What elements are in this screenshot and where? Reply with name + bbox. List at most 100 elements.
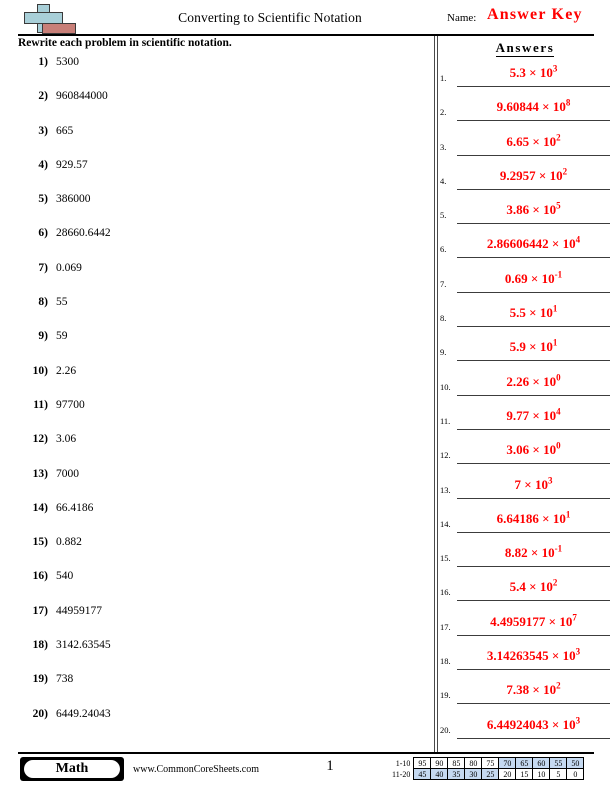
problem-number: 12) [32, 433, 48, 446]
problem-value: 2.26 [56, 364, 77, 377]
answer-row: 13. 7 × 103 [438, 473, 612, 507]
grading-scale-cell: 55 [549, 757, 568, 769]
problem-value: 6449.24043 [56, 707, 111, 720]
grading-scale-grid: 1-10 95 90 85 80 75 70 65 60 55 50 11-20 45 40 35 30 25 2… [392, 757, 585, 780]
answer-write-line [457, 463, 610, 465]
answer-row: 9. 5.9 × 101 [438, 335, 612, 369]
answer-value: 5.3 × 103 [457, 64, 610, 81]
answer-write-line [457, 600, 610, 602]
plus-block-logo-icon [18, 4, 78, 34]
problem-value: 66.4186 [56, 501, 94, 514]
problem-number: 20) [32, 707, 48, 720]
problem-value: 5300 [56, 56, 79, 68]
problem-number: 16) [32, 570, 48, 583]
answer-number: 3. [440, 141, 447, 152]
answer-base: 10 [543, 373, 557, 389]
problem-number: 9) [38, 330, 48, 343]
answer-exponent: 3 [575, 646, 581, 657]
grading-scale-row-label: 1-10 [395, 758, 411, 768]
page-header: Converting to Scientific Notation Name: … [0, 0, 612, 36]
grading-scale-cell: 20 [498, 768, 517, 780]
answer-mantissa: 5.5 [509, 305, 526, 321]
answer-write-line [457, 86, 610, 87]
answer-row: 14. 6.64186 × 101 [438, 507, 612, 541]
answer-write-line [457, 703, 610, 705]
answer-write-line [457, 428, 610, 430]
grading-scale-cell: 10 [532, 768, 551, 780]
answer-exponent: 0 [556, 372, 561, 383]
problem-row: 20) 6449.24043 [18, 708, 418, 742]
answer-number: 12. [440, 450, 451, 461]
grading-scale-cell: 65 [515, 757, 534, 769]
problem-row: 16) 540 [18, 570, 418, 604]
answer-row: 8. 5.5 × 101 [438, 301, 612, 335]
grading-scale-cell: 75 [481, 757, 500, 769]
answer-write-line [457, 291, 610, 293]
divider-line-right [437, 36, 438, 752]
instruction-text: Rewrite each problem in scientific notat… [18, 37, 232, 49]
problem-row: 10) 2.26 [18, 365, 418, 399]
answer-row: 17. 4.4959177 × 107 [438, 610, 612, 644]
answer-number: 4. [440, 175, 447, 186]
answer-base: 10 [559, 613, 573, 629]
answer-mantissa: 4.4959177 [490, 613, 546, 629]
multiply-symbol: × [538, 99, 553, 115]
answer-value: 8.82 × 10-1 [457, 544, 610, 561]
problem-number: 8) [38, 296, 48, 309]
answer-exponent: 3 [575, 715, 581, 726]
answer-number: 17. [440, 621, 451, 632]
problem-value: 97700 [56, 398, 85, 411]
answer-exponent: 2 [562, 166, 568, 177]
problem-row: 12) 3.06 [18, 433, 418, 467]
answer-base: 10 [543, 407, 557, 423]
answer-mantissa: 6.44924043 [486, 716, 549, 732]
answer-base: 10 [552, 99, 566, 115]
multiply-symbol: × [527, 545, 542, 561]
answer-value: 6.44924043 × 103 [457, 715, 610, 733]
problem-value: 665 [56, 124, 74, 137]
answer-number: 1. [440, 73, 447, 83]
subject-badge: Math [20, 757, 124, 781]
problem-row: 17) 44959177 [18, 605, 418, 639]
answer-mantissa: 6.65 [506, 133, 530, 149]
multiply-symbol: × [529, 202, 544, 218]
answer-base: 10 [539, 339, 553, 355]
answers-header-label: Answers [495, 40, 555, 57]
answer-number: 18. [440, 656, 451, 667]
answer-row: 18. 3.14263545 × 103 [438, 644, 612, 678]
answer-exponent: 4 [575, 235, 581, 246]
problem-row: 4) 929.57 [18, 159, 418, 193]
answer-exponent: 7 [572, 612, 577, 623]
answer-row: 7. 0.69 × 10-1 [438, 267, 612, 301]
grading-scale-cell: 80 [464, 757, 483, 769]
problem-row: 14) 66.4186 [18, 502, 418, 536]
grading-scale-cell: 50 [566, 757, 585, 769]
answer-exponent: 1 [552, 338, 558, 349]
answer-row: 11. 9.77 × 104 [438, 404, 612, 438]
problem-row: 2) 960844000 [18, 90, 418, 124]
problem-value: 3.06 [56, 433, 77, 446]
answer-value: 9.77 × 104 [457, 407, 610, 424]
answer-number: 16. [440, 587, 451, 598]
multiply-symbol: × [521, 476, 535, 492]
answer-row: 12. 3.06 × 100 [438, 438, 612, 472]
problem-number: 19) [32, 673, 48, 686]
problem-number: 3) [38, 124, 48, 137]
multiply-symbol: × [529, 682, 544, 698]
subject-badge-label: Math [24, 760, 120, 778]
answer-number: 11. [440, 415, 451, 426]
grading-scale-cell: 0 [566, 768, 585, 780]
answer-row: 2. 9.60844 × 108 [438, 95, 612, 129]
answer-row: 19. 7.38 × 102 [438, 678, 612, 712]
answer-write-line [457, 669, 610, 671]
problem-row: 11) 97700 [18, 399, 418, 433]
answer-number: 5. [440, 210, 447, 221]
answer-base: 10 [562, 716, 576, 732]
problem-row: 15) 0.882 [18, 536, 418, 570]
logo-red-block [42, 23, 76, 34]
answer-number: 6. [440, 244, 447, 255]
grading-scale-cell: 60 [532, 757, 551, 769]
problem-value: 3142.63545 [56, 639, 111, 652]
answer-value: 4.4959177 × 107 [457, 612, 610, 630]
problem-number: 17) [32, 604, 48, 617]
